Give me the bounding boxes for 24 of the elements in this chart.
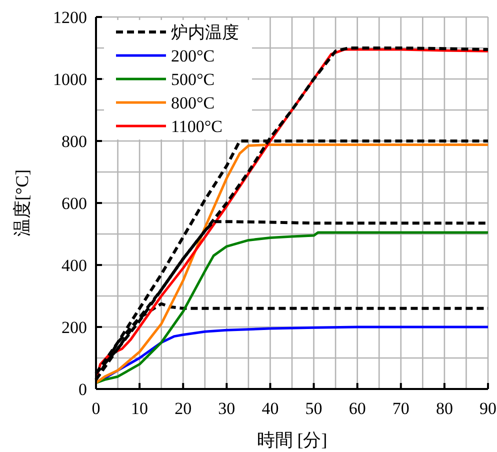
x-tick-label: 60 bbox=[348, 399, 366, 418]
legend-label: 1100°C bbox=[171, 117, 223, 136]
x-tick-label: 50 bbox=[305, 399, 322, 418]
y-tick-label: 800 bbox=[62, 132, 87, 151]
y-tick-label: 200 bbox=[62, 318, 87, 337]
x-tick-label: 20 bbox=[174, 399, 192, 418]
legend-label: 500°C bbox=[171, 70, 215, 89]
x-tick-label: 90 bbox=[480, 399, 496, 418]
legend-label: 炉内温度 bbox=[171, 23, 239, 42]
x-tick-label: 10 bbox=[131, 399, 148, 418]
y-tick-label: 0 bbox=[78, 380, 87, 399]
y-axis-title: 温度[°C] bbox=[12, 169, 32, 237]
x-tick-label: 70 bbox=[392, 399, 410, 418]
y-tick-label: 1000 bbox=[53, 70, 87, 89]
x-tick-label: 30 bbox=[218, 399, 236, 418]
y-tick-label: 1200 bbox=[53, 8, 87, 27]
x-axis-title: 時間 [分] bbox=[256, 430, 328, 450]
y-tick-label: 600 bbox=[62, 194, 87, 213]
x-tick-label: 80 bbox=[436, 399, 453, 418]
y-tick-label: 400 bbox=[62, 256, 87, 275]
x-tick-label: 40 bbox=[262, 399, 279, 418]
x-tick-label: 0 bbox=[92, 399, 100, 418]
legend-label: 800°C bbox=[171, 94, 215, 112]
legend-label: 200°C bbox=[171, 46, 215, 66]
